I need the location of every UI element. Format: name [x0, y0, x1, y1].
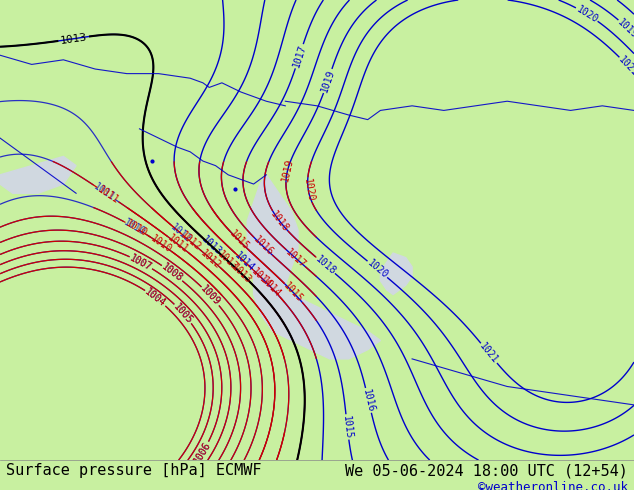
Text: 1011: 1011 — [165, 233, 190, 255]
Text: 1021: 1021 — [617, 54, 634, 78]
Text: 1016: 1016 — [251, 234, 275, 258]
Text: 1011: 1011 — [96, 184, 120, 205]
Text: 1013: 1013 — [230, 262, 254, 285]
Text: 1005: 1005 — [172, 301, 195, 326]
Text: 1008: 1008 — [160, 262, 184, 284]
Text: 1013: 1013 — [216, 249, 240, 272]
Text: 1013: 1013 — [200, 235, 224, 258]
Text: 1009: 1009 — [199, 284, 222, 308]
Text: 1012: 1012 — [169, 222, 193, 245]
Text: 1014: 1014 — [250, 266, 274, 290]
Text: ©weatheronline.co.uk: ©weatheronline.co.uk — [477, 481, 628, 490]
Text: 1020: 1020 — [302, 177, 315, 202]
Text: 1011: 1011 — [92, 181, 117, 203]
Text: 1014: 1014 — [259, 276, 283, 299]
Text: 1009: 1009 — [199, 284, 222, 308]
Text: 1007: 1007 — [128, 252, 154, 272]
Text: 1004: 1004 — [143, 287, 168, 309]
Text: 1007: 1007 — [128, 252, 154, 272]
Text: 1010: 1010 — [124, 219, 149, 239]
Text: 1012: 1012 — [178, 230, 203, 253]
Text: 1012: 1012 — [198, 247, 223, 270]
Polygon shape — [247, 175, 298, 322]
Text: 1013: 1013 — [60, 32, 87, 46]
Polygon shape — [0, 156, 76, 193]
Text: 1010: 1010 — [122, 218, 147, 238]
Text: 1020: 1020 — [574, 4, 600, 24]
Text: 1017: 1017 — [283, 246, 307, 270]
Text: 1010: 1010 — [149, 234, 174, 255]
Text: 1008: 1008 — [160, 262, 184, 284]
Text: 1006: 1006 — [192, 440, 212, 465]
Text: 1021: 1021 — [477, 341, 500, 366]
Text: 1018: 1018 — [269, 209, 291, 234]
Text: 1020: 1020 — [365, 258, 390, 281]
Polygon shape — [260, 285, 380, 359]
Text: 1006: 1006 — [192, 440, 212, 465]
Text: 1015: 1015 — [341, 415, 354, 439]
Text: 1018: 1018 — [313, 254, 337, 276]
Text: Surface pressure [hPa] ECMWF: Surface pressure [hPa] ECMWF — [6, 463, 262, 478]
Text: 1004: 1004 — [143, 287, 168, 309]
Text: 1005: 1005 — [172, 301, 195, 326]
Text: We 05-06-2024 18:00 UTC (12+54): We 05-06-2024 18:00 UTC (12+54) — [345, 463, 628, 478]
Text: 1015: 1015 — [227, 228, 250, 252]
Text: 1019: 1019 — [319, 68, 337, 94]
Text: 1019: 1019 — [616, 17, 634, 40]
Text: 1019: 1019 — [280, 157, 295, 182]
Text: 1014: 1014 — [233, 250, 257, 273]
Text: 1017: 1017 — [291, 44, 307, 69]
Text: 1015: 1015 — [281, 281, 305, 305]
Text: 1016: 1016 — [361, 388, 376, 413]
Polygon shape — [380, 253, 412, 294]
